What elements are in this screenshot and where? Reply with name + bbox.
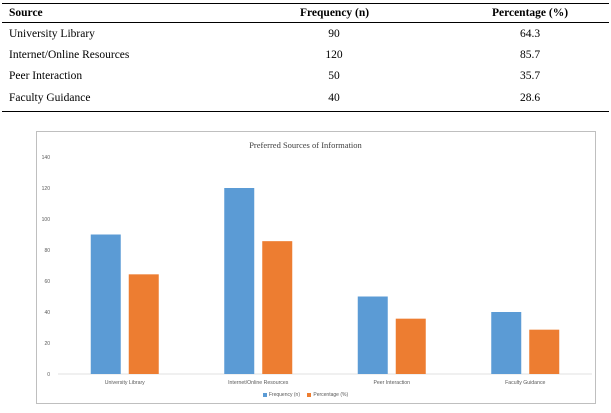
cell-source: Internet/Online Resources [9, 49, 130, 61]
cell-source: Peer Interaction [9, 70, 83, 82]
cell-percentage: 64.3 [519, 28, 541, 40]
y-tick-label: 40 [44, 310, 50, 316]
legend-label-frequency: Frequency (n) [268, 392, 300, 398]
y-tick-label: 80 [44, 248, 50, 254]
y-tick-label: 140 [42, 155, 51, 161]
header-percentage: Percentage (%) [491, 7, 569, 19]
header-frequency: Frequency (n) [300, 7, 370, 19]
cell-percentage: 35.7 [519, 70, 541, 82]
y-tick-label: 20 [44, 341, 50, 347]
legend-item-percentage: Percentage (%) [307, 392, 348, 398]
chart-legend: Frequency (n) Percentage (%) [0, 392, 611, 398]
y-tick-label: 100 [42, 217, 51, 223]
table-header-rule [2, 22, 609, 23]
x-category-label: Internet/Online Resources [228, 380, 289, 386]
bar-frequency [224, 188, 255, 374]
table-bottom-rule [2, 111, 609, 112]
cell-frequency: 90 [328, 28, 340, 40]
y-tick-label: 120 [42, 186, 51, 192]
table-top-rule [2, 3, 609, 4]
bar-percentage [128, 274, 159, 374]
bar-percentage [529, 329, 560, 374]
table-row: University Library 90 64.3 [0, 24, 611, 44]
legend-swatch-frequency [262, 392, 267, 397]
cell-frequency: 40 [328, 92, 340, 104]
y-tick-label: 60 [44, 279, 50, 285]
x-category-label: Peer Interaction [373, 380, 410, 386]
cell-percentage: 85.7 [519, 49, 541, 61]
legend-item-frequency: Frequency (n) [262, 392, 300, 398]
table-header-row: Source Frequency (n) Percentage (%) [0, 3, 611, 23]
x-category-label: University Library [105, 380, 145, 386]
header-source: Source [9, 7, 43, 19]
bar-percentage [262, 241, 293, 374]
bar-frequency [90, 234, 121, 374]
chart-title: Preferred Sources of Information [249, 140, 362, 150]
table-row: Peer Interaction 50 35.7 [0, 66, 611, 86]
cell-frequency: 50 [328, 70, 340, 82]
x-category-label: Faculty Guidance [505, 380, 545, 386]
bar-frequency [357, 296, 388, 374]
cell-source: Faculty Guidance [9, 92, 91, 104]
table-row: Faculty Guidance 40 28.6 [0, 88, 611, 108]
bar-percentage [395, 318, 426, 374]
legend-label-percentage: Percentage (%) [313, 392, 349, 398]
cell-frequency: 120 [325, 49, 343, 61]
cell-source: University Library [9, 28, 95, 40]
cell-percentage: 28.6 [519, 92, 541, 104]
legend-swatch-percentage [307, 392, 312, 397]
table-row: Internet/Online Resources 120 85.7 [0, 45, 611, 65]
bar-frequency [491, 312, 522, 374]
y-tick-label: 0 [47, 372, 50, 378]
